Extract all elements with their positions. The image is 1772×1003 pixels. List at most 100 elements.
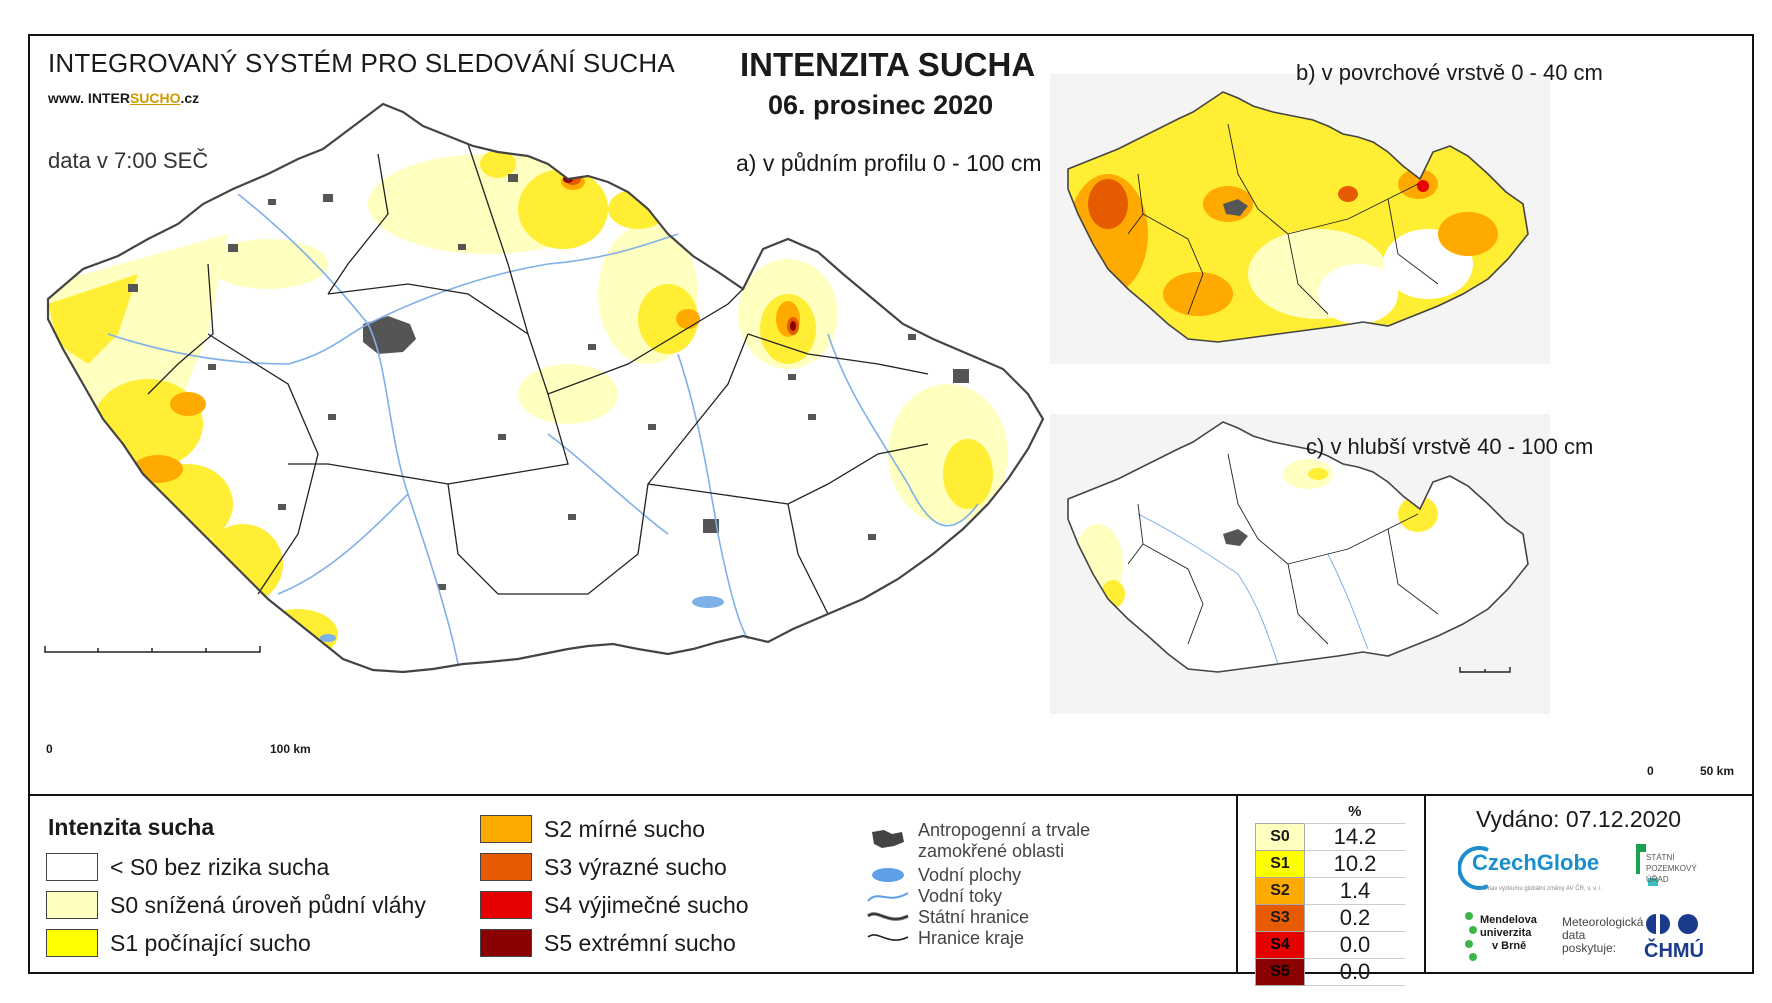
spu-logo: STÁTNÍ POZEMKOVÝ ÚŘAD (1646, 852, 1697, 885)
spu-line: POZEMKOVÝ (1646, 864, 1697, 873)
overlay-region-border: Hranice kraje (866, 927, 1024, 949)
overlay-river: Vodní toky (866, 885, 1002, 907)
map-a-label: a) v půdním profilu 0 - 100 cm (736, 150, 1042, 176)
legend-label: S1 počínající sucho (110, 929, 311, 956)
system-title: INTEGROVANÝ SYSTÉM PRO SLEDOVÁNÍ SUCHA (48, 48, 675, 78)
legend-divider (28, 794, 1754, 796)
map-a (44, 102, 1045, 674)
stats-value: 1.4 (1304, 877, 1405, 905)
page-title: INTENZITA SUCHA (740, 46, 1036, 83)
overlay-label: Vodní plochy (918, 864, 1022, 885)
map-c-label: c) v hlubší vrstvě 40 - 100 cm (1306, 434, 1594, 459)
spu-line: ÚŘAD (1646, 875, 1669, 884)
scale-main-zero: 0 (46, 742, 53, 756)
mendel-line: v Brně (1492, 940, 1527, 952)
mendel-line: Mendelova (1480, 914, 1537, 926)
met-data-credit: Meteorologická data poskytuje: (1562, 916, 1643, 955)
legend-label: S0 snížená úroveň půdní vláhy (110, 891, 426, 918)
legend-label: S2 mírné sucho (544, 815, 706, 842)
website-link[interactable]: www. INTERSUCHO.cz (48, 90, 199, 106)
mendel-logo-dots (1465, 912, 1477, 961)
legend-swatch (46, 853, 98, 881)
legend-title: Intenzita sucha (48, 814, 215, 840)
legend-swatch (480, 929, 532, 957)
legend-swatch (46, 929, 98, 957)
scale-main-max: 100 km (270, 742, 311, 756)
met-line: data (1562, 928, 1586, 942)
overlay-label: Vodní toky (918, 885, 1003, 906)
stats-class: S2 (1255, 877, 1305, 905)
legend-swatch (46, 891, 98, 919)
data-time: data v 7:00 SEČ (48, 148, 209, 173)
map-b-label: b) v povrchové vrstvě 0 - 40 cm (1296, 60, 1603, 85)
overlay-water: Vodní plochy (866, 864, 1021, 886)
stats-row-s2: S2 1.4 (1255, 877, 1405, 905)
stats-class: S4 (1255, 931, 1305, 959)
stats-class: S3 (1255, 904, 1305, 932)
urban-area-icon (872, 830, 904, 848)
stats-row-s1: S1 10.2 (1255, 850, 1405, 878)
stats-header-row: % (1256, 800, 1405, 824)
legend-swatch (480, 891, 532, 919)
stats-class: S1 (1255, 850, 1305, 878)
stats-divider-left (1236, 796, 1238, 974)
stats-class: S0 (1255, 823, 1305, 851)
drought-stats-table: % S0 14.2 S1 10.2 S2 1.4 S3 0.2 S4 0.0 S5 0.0 (1255, 800, 1405, 986)
map-c (1067, 421, 1529, 673)
stats-value: 10.2 (1304, 850, 1405, 878)
legend-label: S4 výjimečné sucho (544, 891, 749, 918)
www-sucho: SUCHO (129, 90, 181, 106)
overlay-label: Antropogenní a trvale (918, 820, 1091, 840)
mendel-logo: Mendelova univerzita v Brně (1480, 914, 1537, 953)
map-b (1067, 91, 1529, 343)
legend-label: < S0 bez rizika sucha (110, 853, 330, 880)
stats-divider-right (1424, 796, 1426, 974)
legend-swatch (480, 815, 532, 843)
www-prefix: www. INTER (48, 90, 130, 106)
legend-item-s1: S1 počínající sucho (46, 928, 311, 958)
legend-item-s4: S4 výjimečné sucho (480, 890, 749, 920)
region-border-icon (867, 934, 909, 941)
legend-swatch (480, 853, 532, 881)
overlay-label: Hranice kraje (918, 927, 1025, 948)
spu-logo-mark (1636, 844, 1658, 886)
legend-label: S3 výrazné sucho (544, 853, 727, 880)
stats-row-s0: S0 14.2 (1255, 823, 1405, 851)
stats-unit: % (1304, 800, 1405, 824)
stats-value: 0.2 (1304, 904, 1405, 932)
scale-bar-small (1459, 667, 1511, 673)
czechglobe-logo: CzechGlobe (1472, 850, 1600, 875)
legend-item-s5: S5 extrémní sucho (480, 928, 736, 958)
legend-label: S5 extrémní sucho (544, 929, 736, 956)
scale-small-max: 50 km (1700, 764, 1735, 778)
stats-row-s3: S3 0.2 (1255, 904, 1405, 932)
state-border-main (46, 102, 1045, 674)
czechglobe-subtitle: Ústav výzkumu globální změny AV ČR, v. v… (1482, 886, 1603, 892)
mendel-line: univerzita (1480, 927, 1532, 939)
map-date: 06. prosinec 2020 (768, 90, 994, 120)
legend-item-none: < S0 bez rizika sucha (46, 852, 329, 882)
met-line: Meteorologická (1562, 915, 1644, 929)
overlay-state-border: Státní hranice (866, 906, 1029, 928)
legend-item-s2: S2 mírné sucho (480, 814, 705, 844)
stats-row-s4: S4 0.0 (1255, 931, 1405, 959)
overlay-label: Státní hranice (918, 906, 1030, 927)
state-border-icon (866, 912, 909, 921)
stats-value: 0.0 (1304, 931, 1405, 959)
legend-item-s3: S3 výrazné sucho (480, 852, 727, 882)
legend-item-s0: S0 snížená úroveň půdní vláhy (46, 890, 426, 920)
chmu-logo-mark (1646, 914, 1698, 934)
www-suffix: .cz (180, 90, 200, 106)
stats-row-s5: S5 0.0 (1255, 958, 1405, 986)
spu-line: STÁTNÍ (1646, 853, 1675, 862)
stats-value: 0.0 (1304, 958, 1405, 986)
stats-class: S5 (1255, 958, 1305, 986)
map-area (44, 74, 1550, 714)
stats-value: 14.2 (1304, 823, 1405, 851)
met-line: poskytuje: (1562, 941, 1617, 955)
issued-date: Vydáno: 07.12.2020 (1476, 806, 1682, 832)
overlay-label: zamokřené oblasti (918, 841, 1065, 861)
water-body-icon (872, 868, 904, 882)
czechglobe-logo-arc (1458, 846, 1489, 890)
overlay-urban: Antropogenní a trvale zamokřené oblasti (866, 820, 1090, 862)
